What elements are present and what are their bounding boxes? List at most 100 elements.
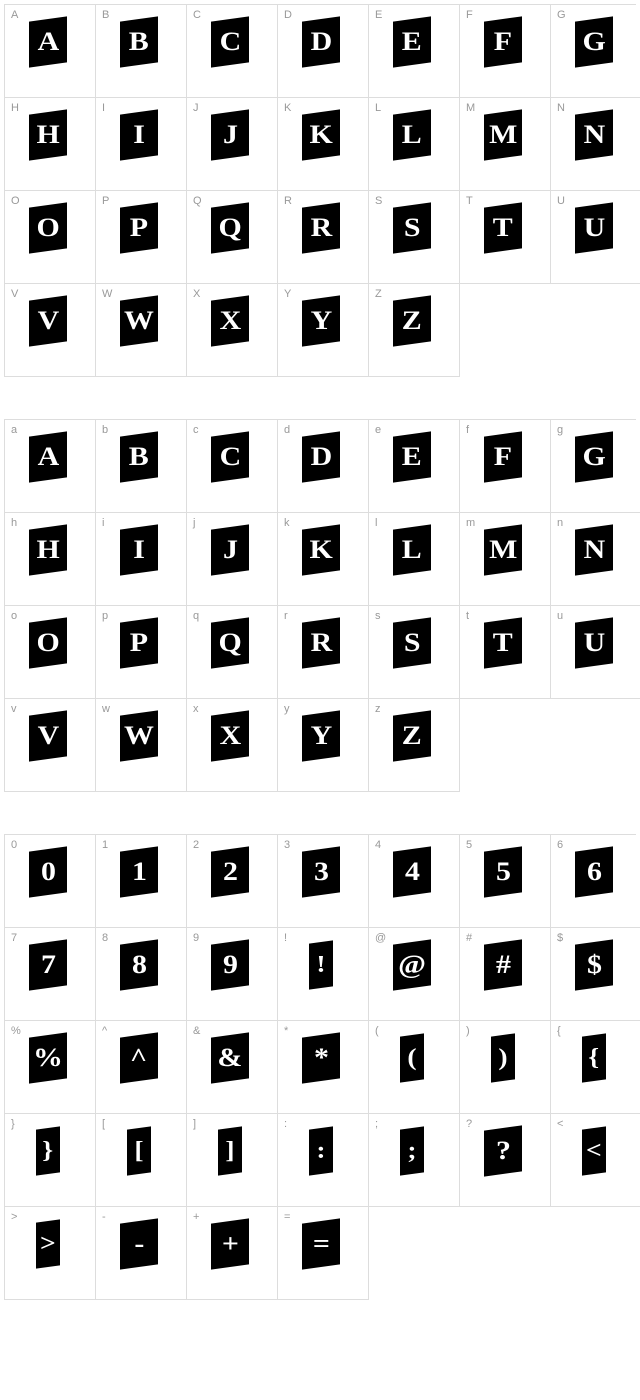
glyph-char: G [582, 442, 605, 472]
glyph-block: @ [393, 939, 431, 990]
cell-label: w [102, 703, 110, 715]
glyph-block: U [575, 202, 613, 253]
glyph-cell: aA [5, 420, 96, 513]
glyph-block: $ [575, 939, 613, 990]
cell-label: P [102, 195, 109, 207]
glyph-char: R [310, 213, 332, 243]
glyph-char: 4 [405, 857, 420, 887]
glyph-block: B [120, 431, 158, 482]
cell-label: @ [375, 932, 386, 944]
glyph-char: J [223, 535, 238, 565]
cell-label: ^ [102, 1025, 107, 1037]
cell-label: ) [466, 1025, 470, 1037]
cell-label: > [11, 1211, 17, 1223]
glyph-block: C [211, 16, 249, 67]
glyph-block: N [575, 524, 613, 575]
cell-label: a [11, 424, 17, 436]
glyph-char: M [489, 120, 517, 150]
glyph-cell: GG [551, 5, 640, 98]
cell-label: 6 [557, 839, 563, 851]
glyph-cell: ^^ [96, 1021, 187, 1114]
cell-label: h [11, 517, 17, 529]
glyph-block: ? [484, 1125, 522, 1176]
glyph-cell: tT [460, 606, 551, 699]
glyph-block: > [36, 1219, 60, 1268]
glyph-cell: bB [96, 420, 187, 513]
cell-label: L [375, 102, 381, 114]
glyph-block: - [120, 1218, 158, 1269]
cell-label: [ [102, 1118, 105, 1130]
glyph-char: S [404, 628, 421, 658]
glyph-block: A [29, 16, 67, 67]
cell-label: k [284, 517, 290, 529]
empty-cell [460, 1207, 551, 1300]
cell-label: Z [375, 288, 382, 300]
glyph-block: G [575, 16, 613, 67]
glyph-block: Q [211, 202, 249, 253]
cell-label: ! [284, 932, 287, 944]
glyph-char: O [36, 628, 59, 658]
cell-label: V [11, 288, 18, 300]
glyph-char: G [582, 27, 605, 57]
glyph-block: & [211, 1032, 249, 1083]
glyph-char: H [36, 535, 59, 565]
glyph-char: D [310, 442, 332, 472]
glyph-char: ^ [130, 1043, 147, 1073]
cell-label: o [11, 610, 17, 622]
glyph-char: : [316, 1138, 325, 1165]
glyph-cell: fF [460, 420, 551, 513]
glyph-block: X [211, 295, 249, 346]
glyph-char: V [37, 721, 59, 751]
cell-label: 9 [193, 932, 199, 944]
glyph-cell: iI [96, 513, 187, 606]
glyph-cell: jJ [187, 513, 278, 606]
glyph-cell: !! [278, 928, 369, 1021]
glyph-char: ! [316, 952, 325, 979]
glyph-char: < [586, 1138, 602, 1165]
glyph-cell: II [96, 98, 187, 191]
empty-cell [460, 699, 551, 792]
glyph-cell: << [551, 1114, 640, 1207]
glyph-block: ; [400, 1126, 424, 1175]
glyph-cell: [[ [96, 1114, 187, 1207]
glyph-char: V [37, 306, 59, 336]
cell-label: g [557, 424, 563, 436]
cell-label: G [557, 9, 566, 21]
glyph-cell: nN [551, 513, 640, 606]
glyph-block: Y [302, 295, 340, 346]
glyph-char: 8 [132, 950, 147, 980]
glyph-cell: DD [278, 5, 369, 98]
glyph-char: D [310, 27, 332, 57]
glyph-cell: YY [278, 284, 369, 377]
glyph-char: 9 [223, 950, 238, 980]
glyph-char: R [310, 628, 332, 658]
empty-cell [551, 1207, 640, 1300]
glyph-char: X [219, 721, 241, 751]
glyph-char: ( [407, 1045, 416, 1072]
glyph-cell: (( [369, 1021, 460, 1114]
glyph-char: > [40, 1231, 56, 1258]
glyph-char: W [124, 306, 154, 336]
glyph-grid: aAbBcCdDeEfFgGhHiIjJkKlLmMnNoOpPqQrRsStT… [4, 419, 636, 792]
glyph-char: U [583, 628, 605, 658]
glyph-cell: -- [96, 1207, 187, 1300]
glyph-block: J [211, 109, 249, 160]
glyph-block: H [29, 524, 67, 575]
glyph-char: = [312, 1229, 329, 1259]
cell-label: 2 [193, 839, 199, 851]
cell-label: z [375, 703, 381, 715]
glyph-block: I [120, 109, 158, 160]
glyph-block: W [120, 295, 158, 346]
glyph-char: 5 [496, 857, 511, 887]
glyph-char: 3 [314, 857, 329, 887]
glyph-cell: AA [5, 5, 96, 98]
glyph-char: E [402, 27, 422, 57]
glyph-cell: NN [551, 98, 640, 191]
glyph-block: ) [491, 1033, 515, 1082]
glyph-block: D [302, 16, 340, 67]
glyph-cell: BB [96, 5, 187, 98]
empty-cell [551, 284, 640, 377]
empty-cell [551, 699, 640, 792]
glyph-cell: oO [5, 606, 96, 699]
cell-label: 5 [466, 839, 472, 851]
